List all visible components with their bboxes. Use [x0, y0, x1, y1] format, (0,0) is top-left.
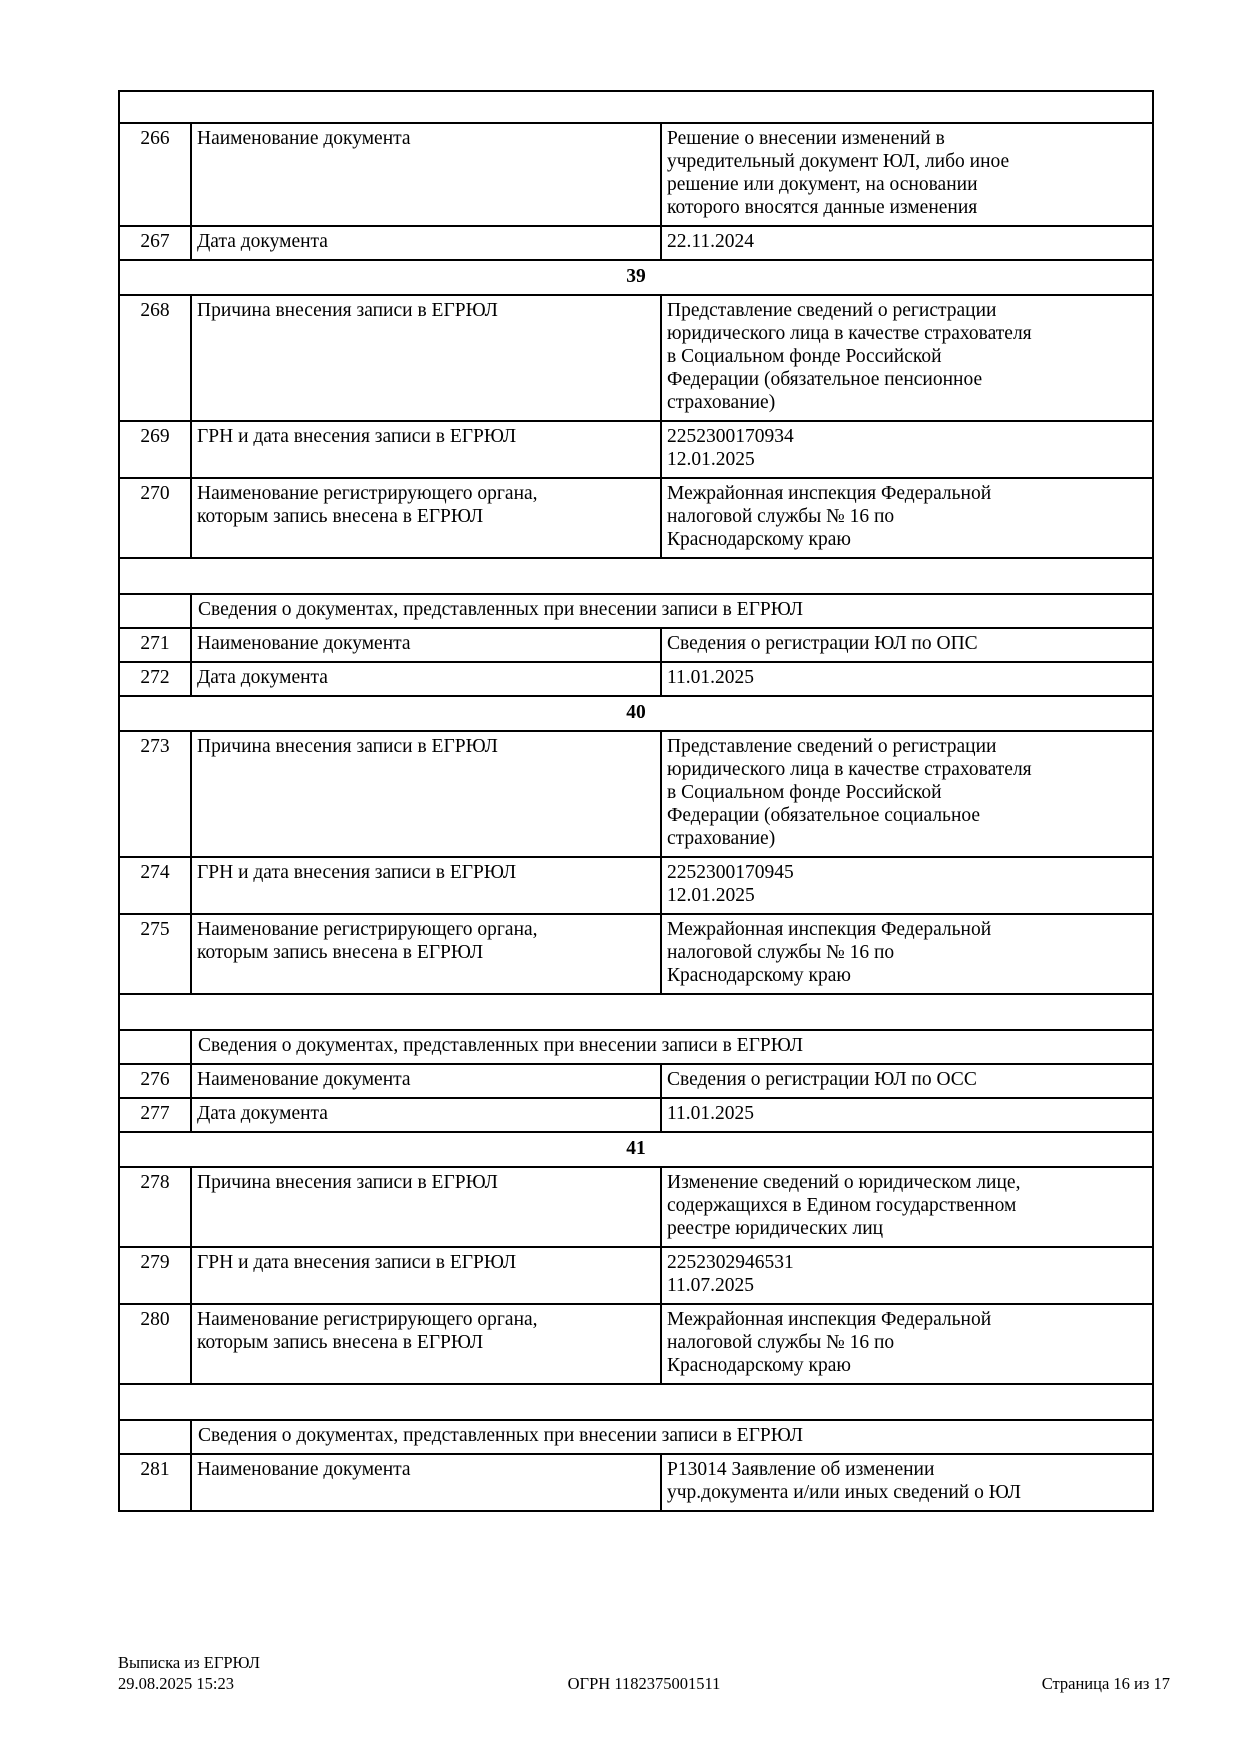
field-label: Наименование регистрирующего органа, кот…: [190, 1303, 662, 1385]
field-label: Наименование документа: [190, 1063, 662, 1099]
spacer-row: [117, 90, 1155, 124]
field-label: ГРН и дата внесения записи в ЕГРЮЛ: [190, 1246, 662, 1305]
field-value: Межрайонная инспекция Федеральной налого…: [659, 477, 1155, 559]
field-value: Сведения о регистрации ЮЛ по ОПС: [659, 627, 1155, 663]
table-row: 274 ГРН и дата внесения записи в ЕГРЮЛ 225…: [118, 856, 1155, 915]
field-label: Наименование документа: [190, 627, 662, 663]
row-number: 281: [118, 1453, 192, 1512]
row-number: 278: [118, 1166, 192, 1248]
documents-header-row: Сведения о документах, представленных пр…: [118, 1419, 1155, 1455]
table-row: 273 Причина внесения записи в ЕГРЮЛ Предст…: [118, 730, 1155, 858]
field-value: Изменение сведений о юридическом лице, с…: [659, 1166, 1155, 1248]
field-value: Решение о внесении изменений в учредител…: [659, 122, 1155, 227]
field-value: Сведения о регистрации ЮЛ по ОСС: [659, 1063, 1155, 1099]
table-row: 278 Причина внесения записи в ЕГРЮЛ Измене…: [118, 1166, 1155, 1248]
field-label: Дата документа: [190, 661, 662, 697]
row-number: 277: [118, 1097, 192, 1133]
field-label: Причина внесения записи в ЕГРЮЛ: [190, 1166, 662, 1248]
table-row: 271 Наименование документа Сведения о реги…: [118, 627, 1155, 663]
table-row: 269 ГРН и дата внесения записи в ЕГРЮЛ 225…: [118, 420, 1155, 479]
field-value: Представление сведений о регистрации юри…: [659, 294, 1155, 422]
field-value: 2252300170945 12.01.2025: [659, 856, 1155, 915]
spacer-cell: [117, 90, 1155, 124]
documents-header-row: Сведения о документах, представленных пр…: [118, 1029, 1155, 1065]
footer-ogrn: ОГРН 1182375001511: [567, 1674, 721, 1693]
row-number: 276: [118, 1063, 192, 1099]
row-number: 271: [118, 627, 192, 663]
table-row: 275 Наименование регистрирующего органа, …: [118, 913, 1155, 995]
row-number-cell-empty: [118, 593, 192, 629]
section-number: 39: [117, 259, 1155, 296]
row-number: 269: [118, 420, 192, 479]
table-row: 272 Дата документа 11.01.2025: [118, 661, 1155, 697]
field-label: Причина внесения записи в ЕГРЮЛ: [190, 730, 662, 858]
documents-header-text: Сведения о документах, представленных пр…: [189, 1029, 1155, 1065]
row-number-cell-empty: [118, 1419, 192, 1455]
spacer-row: [117, 993, 1155, 1031]
row-number: 266: [118, 122, 192, 227]
field-label: Дата документа: [190, 1097, 662, 1133]
field-value: 22.11.2024: [659, 225, 1155, 261]
field-value: 11.01.2025: [659, 1097, 1155, 1133]
field-value: 2252300170934 12.01.2025: [659, 420, 1155, 479]
table-row: 280 Наименование регистрирующего органа, …: [118, 1303, 1155, 1385]
spacer-row: [117, 1383, 1155, 1421]
table-row: 281 Наименование документа Р13014 Заявлени…: [118, 1453, 1155, 1512]
spacer-cell: [117, 1383, 1155, 1421]
field-label: ГРН и дата внесения записи в ЕГРЮЛ: [190, 420, 662, 479]
field-label: Наименование документа: [190, 122, 662, 227]
field-label: Наименование регистрирующего органа, кот…: [190, 477, 662, 559]
row-number: 279: [118, 1246, 192, 1305]
section-number: 40: [117, 695, 1155, 732]
field-label: Наименование документа: [190, 1453, 662, 1512]
documents-header-text: Сведения о документах, представленных пр…: [189, 1419, 1155, 1455]
row-number-cell-empty: [118, 1029, 192, 1065]
section-number-row: 39: [117, 259, 1155, 296]
section-number-row: 41: [117, 1131, 1155, 1168]
field-value: Представление сведений о регистрации юри…: [659, 730, 1155, 858]
row-number: 280: [118, 1303, 192, 1385]
table-row: 266 Наименование документа Решение о внесе…: [118, 122, 1155, 227]
field-label: Наименование регистрирующего органа, кот…: [190, 913, 662, 995]
table-row: 277 Дата документа 11.01.2025: [118, 1097, 1155, 1133]
field-value: 11.01.2025: [659, 661, 1155, 697]
table-row: 279 ГРН и дата внесения записи в ЕГРЮЛ 225…: [118, 1246, 1155, 1305]
table-row: 267 Дата документа 22.11.2024: [118, 225, 1155, 261]
field-value: Межрайонная инспекция Федеральной налого…: [659, 913, 1155, 995]
field-label: Причина внесения записи в ЕГРЮЛ: [190, 294, 662, 422]
table-row: 276 Наименование документа Сведения о реги…: [118, 1063, 1155, 1099]
table-row: 268 Причина внесения записи в ЕГРЮЛ Предст…: [118, 294, 1155, 422]
section-number: 41: [117, 1131, 1155, 1168]
row-number: 270: [118, 477, 192, 559]
section-number-row: 40: [117, 695, 1155, 732]
row-number: 268: [118, 294, 192, 422]
spacer-cell: [117, 557, 1155, 595]
documents-header-text: Сведения о документах, представленных пр…: [189, 593, 1155, 629]
field-label: Дата документа: [190, 225, 662, 261]
table-row: 270 Наименование регистрирующего органа, …: [118, 477, 1155, 559]
field-label: ГРН и дата внесения записи в ЕГРЮЛ: [190, 856, 662, 915]
footer-page-number: Страница 16 из 17: [1041, 1674, 1170, 1693]
row-number: 275: [118, 913, 192, 995]
spacer-row: [117, 557, 1155, 595]
row-number: 273: [118, 730, 192, 858]
row-number: 267: [118, 225, 192, 261]
field-value: Межрайонная инспекция Федеральной налого…: [659, 1303, 1155, 1385]
documents-header-row: Сведения о документах, представленных пр…: [118, 593, 1155, 629]
row-number: 274: [118, 856, 192, 915]
spacer-cell: [117, 993, 1155, 1031]
egrul-records-table: 266 Наименование документа Решение о внесе…: [117, 90, 1155, 1512]
footer-left: Выписка из ЕГРЮЛ 29.08.2025 15:23: [118, 1652, 260, 1694]
row-number: 272: [118, 661, 192, 697]
footer-timestamp: 29.08.2025 15:23: [118, 1674, 234, 1693]
field-value: 2252302946531 11.07.2025: [659, 1246, 1155, 1305]
footer-doc-type: Выписка из ЕГРЮЛ: [118, 1653, 260, 1672]
field-value: Р13014 Заявление об изменении учр.докуме…: [659, 1453, 1155, 1512]
